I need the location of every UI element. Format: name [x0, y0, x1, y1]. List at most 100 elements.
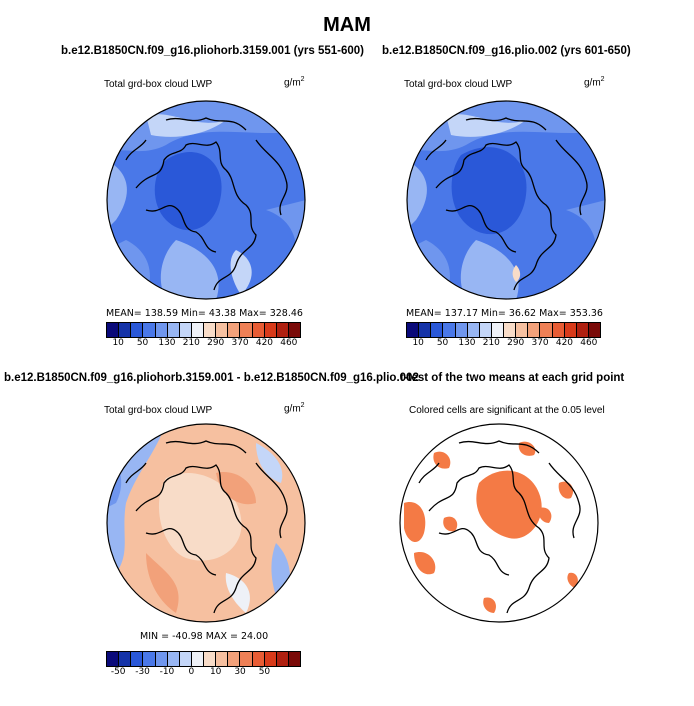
significant-region — [538, 507, 552, 523]
colorbar-swatch — [576, 323, 589, 337]
colorbar-label: 460 — [280, 338, 298, 348]
panel-3-colorbar — [106, 651, 301, 667]
colorbar-swatch — [252, 652, 265, 666]
coastlines — [125, 117, 288, 291]
colorbar-label: 50 — [136, 338, 149, 348]
colorbar-label: 290 — [207, 338, 225, 348]
colorbar-label: 290 — [507, 338, 525, 348]
colorbar-label: -30 — [135, 667, 150, 677]
colorbar-swatch — [264, 652, 277, 666]
map-border — [106, 100, 306, 300]
field-region — [407, 160, 427, 230]
map-border — [106, 423, 306, 623]
colorbar-label: 420 — [255, 338, 274, 348]
colorbar-swatch — [264, 323, 277, 337]
colorbar-swatch — [528, 323, 541, 337]
panel-3-colorbar-labels: -50 -30 -10 0 10 30 50 — [106, 667, 301, 679]
colorbar-swatch — [107, 323, 120, 337]
panel-1-title: b.e12.B1850CN.f09_g16.pliohorb.3159.001 … — [61, 45, 364, 57]
colorbar-label: 10 — [112, 338, 124, 348]
panel-2-left-label: Total grd-box cloud LWP — [404, 79, 513, 90]
panel-2-stats: MEAN= 137.17 Min= 36.62 Max= 353.36 — [406, 308, 603, 319]
colorbar-label: 370 — [531, 338, 549, 348]
field-region — [230, 250, 252, 295]
coastlines — [125, 440, 288, 614]
colorbar-label: 10 — [209, 667, 222, 677]
colorbar-swatch — [588, 323, 600, 337]
panel-2-polar-map — [406, 100, 606, 300]
colorbar-swatch — [119, 652, 132, 666]
colorbar-label: 10 — [412, 338, 424, 348]
field-region — [107, 583, 133, 622]
panel-4-significance-map — [399, 423, 599, 623]
field-region — [216, 472, 256, 505]
panel-3-polar-map — [106, 423, 306, 623]
field-region — [158, 472, 242, 561]
field-region — [146, 553, 179, 613]
colorbar-label: 0 — [188, 667, 195, 677]
significant-region — [476, 470, 542, 539]
colorbar-swatch — [143, 323, 156, 337]
panel-1-units: g/m2 — [284, 76, 305, 89]
colorbar-label: 130 — [158, 338, 176, 348]
colorbar-label: 460 — [580, 338, 598, 348]
significant-region — [414, 552, 436, 575]
panel-2-colorbar — [406, 322, 601, 338]
colorbar-swatch — [228, 323, 241, 337]
colorbar-swatch — [504, 323, 517, 337]
colorbar-swatch — [228, 652, 241, 666]
panel-2-units: g/m2 — [584, 76, 605, 89]
panel-1-colorbar — [106, 322, 301, 338]
colorbar-swatch — [252, 323, 265, 337]
colorbar-swatch — [240, 323, 253, 337]
colorbar-label: 130 — [458, 338, 476, 348]
colorbar-swatch — [107, 652, 120, 666]
colorbar-swatch — [467, 323, 480, 337]
colorbar-label: 50 — [436, 338, 449, 348]
colorbar-swatch — [276, 652, 289, 666]
significant-cells — [404, 441, 578, 613]
colorbar-swatch — [179, 323, 192, 337]
colorbar-swatch — [216, 323, 229, 337]
colorbar-swatch — [491, 323, 504, 337]
colorbar-swatch — [288, 652, 300, 666]
field-region — [256, 443, 283, 483]
figure-title: MAM — [323, 14, 371, 36]
colorbar-swatch — [167, 652, 180, 666]
colorbar-swatch — [407, 323, 420, 337]
colorbar-label: 30 — [234, 667, 246, 677]
field-region — [154, 152, 222, 231]
field-region — [460, 240, 519, 299]
colorbar-swatch — [179, 652, 192, 666]
colorbar-swatch — [131, 652, 144, 666]
panel-3-stats: MIN = -40.98 MAX = 24.00 — [140, 631, 269, 642]
colorbar-label: 420 — [555, 338, 574, 348]
colorbar-swatch — [119, 323, 132, 337]
colorbar-swatch — [479, 323, 492, 337]
coastlines — [418, 440, 581, 614]
colorbar-swatch — [431, 323, 444, 337]
map-border — [399, 423, 599, 623]
field-region — [160, 240, 219, 299]
colorbar-swatch — [240, 652, 253, 666]
panel-1-stats: MEAN= 138.59 Min= 43.38 Max= 328.46 — [106, 308, 303, 319]
significant-region — [404, 502, 426, 543]
field-region — [512, 265, 521, 282]
panel-4-left-label: Colored cells are significant at the 0.0… — [409, 405, 605, 416]
panel-3-title: b.e12.B1850CN.f09_g16.pliohorb.3159.001 … — [4, 372, 419, 384]
panel-2-colorbar-labels: 10 50 130 210 290 370 420 460 — [406, 338, 601, 350]
colorbar-swatch — [516, 323, 529, 337]
colorbar-swatch — [204, 323, 217, 337]
colorbar-swatch — [216, 652, 229, 666]
colorbar-swatch — [443, 323, 456, 337]
colorbar-swatch — [191, 652, 204, 666]
significant-region — [483, 597, 496, 613]
colorbar-swatch — [419, 323, 432, 337]
panel-4-title: t-test of the two means at each grid poi… — [400, 372, 625, 384]
significant-region — [443, 516, 458, 532]
colorbar-label: -10 — [159, 667, 175, 677]
colorbar-swatch — [167, 323, 180, 337]
colorbar-swatch — [455, 323, 468, 337]
colorbar-label: 210 — [182, 338, 200, 348]
field-region — [107, 160, 127, 230]
